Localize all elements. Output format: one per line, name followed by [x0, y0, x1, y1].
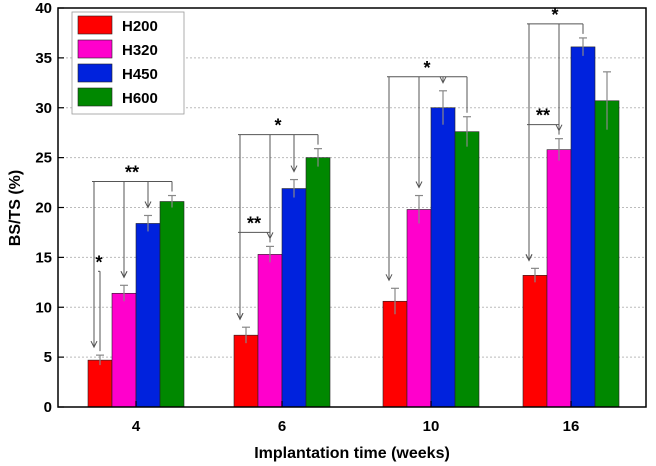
arrow-head [439, 76, 447, 84]
bar-h320 [406, 209, 432, 408]
bar-h450 [135, 223, 161, 408]
arrow-head [120, 271, 128, 279]
bar-h600 [454, 131, 480, 408]
significance-label: ** [247, 213, 261, 233]
y-tick-label: 25 [35, 150, 52, 167]
bar-h200 [233, 334, 259, 408]
y-tick-label: 35 [35, 50, 52, 67]
legend: H200 H320 H450 H600 [71, 11, 185, 115]
y-tick-label: 30 [35, 100, 52, 117]
legend-label-h450: H450 [122, 66, 158, 83]
legend-label-h600: H600 [122, 90, 158, 107]
bars [87, 46, 620, 408]
significance-label: * [551, 5, 558, 25]
legend-swatch-h450 [77, 63, 113, 83]
x-tick-label: 10 [423, 418, 440, 435]
bar-h200 [522, 275, 548, 408]
y-tick-label: 40 [35, 0, 52, 17]
legend-label-h200: H200 [122, 18, 158, 35]
y-tick-label: 5 [44, 349, 52, 366]
y-axis-title: BS/TS (%) [7, 170, 24, 246]
bar-h320 [111, 292, 137, 408]
bar-h450 [570, 46, 596, 408]
legend-label-h320: H320 [122, 42, 158, 59]
arrow-head [525, 254, 533, 262]
bar-h600 [594, 100, 620, 408]
arrow-head [90, 340, 98, 349]
significance-label: ** [536, 106, 550, 126]
significance-label: ** [125, 163, 139, 183]
legend-swatch-h600 [77, 87, 113, 107]
y-tick-label: 20 [35, 200, 52, 217]
arrow-head [266, 232, 274, 240]
arrow-head [385, 274, 393, 282]
error-bars [96, 37, 611, 366]
significance-annotations: ********** [90, 5, 584, 352]
arrow-head [236, 312, 244, 321]
bar-h600 [305, 157, 331, 408]
x-tick-label: 6 [278, 418, 286, 435]
bar-h600 [159, 201, 185, 408]
significance-label: * [274, 116, 281, 136]
bar-h200 [382, 300, 408, 408]
arrow-head [290, 165, 298, 173]
axis-ticks: 0 5 10 15 20 25 30 35 40 4 6 10 16 [35, 0, 579, 435]
y-tick-label: 10 [35, 299, 52, 316]
legend-swatch-h320 [77, 39, 113, 59]
bar-h450 [430, 107, 456, 408]
significance-label: * [95, 252, 102, 272]
arrow-head [555, 124, 563, 132]
x-tick-label: 4 [132, 418, 141, 435]
legend-swatch-h200 [77, 15, 113, 35]
bar-h320 [257, 254, 283, 408]
arrow-head [415, 181, 423, 189]
x-tick-label: 16 [563, 418, 580, 435]
bar-h450 [281, 188, 307, 408]
bar-h320 [546, 149, 572, 408]
y-tick-label: 0 [44, 399, 52, 416]
y-tick-label: 15 [35, 249, 52, 266]
arrow-head [144, 201, 152, 209]
x-axis-title: Implantation time (weeks) [254, 445, 450, 462]
bar-h200 [87, 359, 113, 408]
significance-label: * [423, 58, 430, 78]
